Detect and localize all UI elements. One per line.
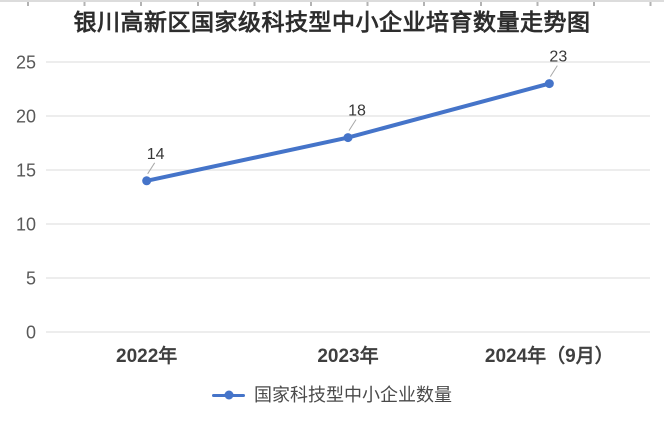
top-ruler-edge — [0, 0, 664, 6]
data-point-label: 18 — [348, 103, 366, 120]
data-label-leader-line — [348, 119, 357, 131]
data-point-label: 23 — [549, 49, 567, 66]
data-label-leader-line — [147, 162, 156, 175]
data-point-marker — [142, 176, 152, 186]
x-axis-tick-label: 2023年 — [317, 344, 378, 367]
legend-dot-icon — [224, 390, 233, 400]
y-axis-tick-label: 0 — [26, 323, 36, 343]
legend-line-marker — [212, 390, 245, 400]
legend-item[interactable]: 国家科技型中小企业数量 — [0, 383, 664, 407]
y-axis-tick-label: 5 — [26, 269, 36, 289]
x-axis-tick-label: 2022年 — [116, 344, 177, 367]
series-line — [144, 81, 552, 183]
data-point-marker — [343, 133, 353, 143]
y-axis-tick-label: 10 — [16, 215, 36, 235]
data-point-label: 14 — [147, 146, 165, 163]
data-point-marker — [544, 79, 554, 89]
legend-label: 国家科技型中小企业数量 — [254, 385, 452, 405]
chart-title: 银川高新区国家级科技型中小企业培育数量走势图 — [73, 9, 591, 35]
y-axis-tick-label: 15 — [16, 161, 36, 181]
y-axis-tick-label: 25 — [16, 53, 36, 73]
y-axis-tick-label: 20 — [16, 107, 36, 127]
x-axis-tick-label: 2024年（9月） — [485, 344, 614, 367]
data-label-leader-line — [549, 65, 558, 77]
